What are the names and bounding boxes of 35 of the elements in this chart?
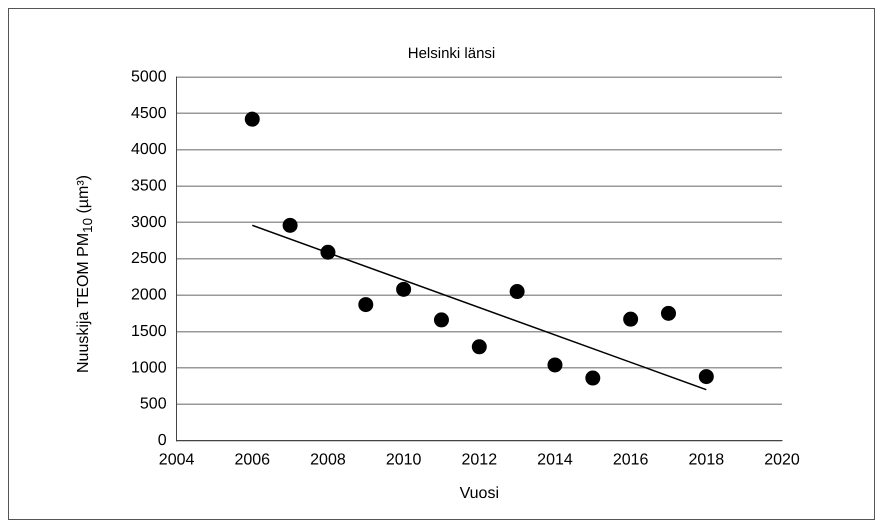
point bbox=[623, 312, 638, 327]
point bbox=[434, 312, 449, 328]
point bbox=[547, 357, 562, 372]
y-tick-label: 0 bbox=[158, 432, 167, 450]
chart-title: Helsinki länsi bbox=[408, 45, 496, 62]
x-tick-label: 2018 bbox=[688, 452, 724, 469]
y-tick-label: 4000 bbox=[131, 141, 167, 158]
x-tick-label: 2012 bbox=[462, 452, 498, 469]
x-tick-label: 2020 bbox=[764, 452, 800, 469]
y-tick-label: 2500 bbox=[131, 250, 167, 268]
y-tick-label: 5000 bbox=[131, 68, 167, 86]
y-tick-label: 4500 bbox=[131, 104, 167, 122]
point bbox=[510, 284, 525, 300]
y-tick-label: 3000 bbox=[131, 214, 167, 231]
x-tick-label: 2014 bbox=[537, 452, 573, 469]
y-tick-label: 1500 bbox=[131, 322, 167, 340]
point bbox=[472, 339, 487, 354]
x-tick-label: 2006 bbox=[234, 452, 270, 469]
y-tick-label: 3500 bbox=[131, 177, 167, 194]
y-tick-label: 2000 bbox=[131, 286, 167, 304]
x-tick-label: 2004 bbox=[158, 452, 194, 469]
point bbox=[320, 244, 336, 260]
point bbox=[585, 370, 600, 386]
x-axis-title: Vuosi bbox=[460, 484, 500, 502]
y-tick-label: 500 bbox=[140, 396, 167, 413]
point bbox=[698, 369, 714, 384]
point bbox=[396, 282, 412, 297]
x-tick-label: 2010 bbox=[386, 452, 422, 469]
point bbox=[282, 218, 298, 233]
x-tick-label: 2016 bbox=[612, 452, 649, 469]
point bbox=[244, 112, 260, 127]
point bbox=[358, 297, 374, 312]
y-tick-label: 1000 bbox=[131, 359, 167, 376]
point bbox=[660, 306, 676, 321]
x-tick-label: 2008 bbox=[310, 452, 346, 469]
